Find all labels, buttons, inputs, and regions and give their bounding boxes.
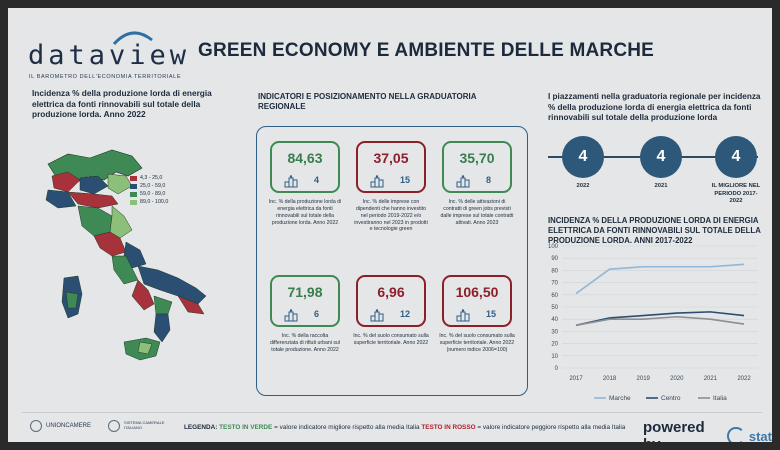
indicator-tile: 84,63 4 Inc. % della produzione lorda di e…	[267, 141, 343, 226]
logo-arc-icon	[112, 31, 153, 46]
powered-by: powered by stat	[643, 419, 772, 442]
chart-x-tick-label: 2017	[569, 376, 583, 382]
indicator-description: Inc. % delle imprese con dipendenti che …	[354, 199, 428, 233]
chart-title: INCIDENZA % DELLA PRODUZIONE LORDA DI EN…	[548, 216, 761, 246]
indicator-rank: 6	[314, 309, 320, 319]
chart-legend-label: Italia	[713, 395, 727, 402]
indicator-rank: 8	[486, 175, 492, 185]
map-legend: 4,3 - 25,0 25,0 - 59,0 59,0 - 89,0 89,0 …	[130, 174, 168, 206]
chart-y-tick-label: 80	[551, 268, 558, 274]
podium-icon	[456, 175, 470, 188]
chart-y-tick-label: 50	[551, 305, 558, 311]
unioncamere-logo: UNIONCAMERE	[30, 420, 91, 432]
chart-x-tick-label: 2021	[704, 376, 718, 382]
indicator-description: Inc. % della produzione lorda di energia…	[268, 199, 342, 226]
indicator-tile: 6,96 12 Inc. % del suolo consumato sulla s…	[353, 275, 429, 347]
rank-circle-best: 4	[715, 136, 757, 178]
istat-logo-icon	[727, 427, 745, 442]
indicator-value: 35,70	[459, 150, 495, 166]
camere-icon	[108, 420, 120, 432]
indicators-title: INDICATORI E POSIZIONAMENTO NELLA GRADUA…	[258, 92, 477, 112]
indicators-panel: 84,63 4 Inc. % della produzione lorda di e…	[256, 126, 528, 396]
chart-legend-label: Centro	[661, 395, 681, 402]
indicator-rank: 15	[400, 175, 411, 185]
chart-y-tick-label: 10	[551, 354, 558, 360]
indicator-rank: 4	[314, 175, 320, 185]
podium-icon	[284, 175, 298, 188]
indicator-description: Inc. % del suolo consumato sulla superfi…	[353, 333, 429, 346]
chart-y-tick-label: 0	[555, 366, 559, 372]
indicator-description: Inc. % delle attivazioni di contratti di…	[440, 199, 514, 226]
indicator-tile: 71,98 6 Inc. % della raccolta differenziat…	[267, 275, 343, 354]
indicator-rank: 15	[486, 309, 497, 319]
indicator-tile: 37,05 15 Inc. % delle imprese con dipenden…	[353, 141, 429, 233]
indicator-card: 37,05 15	[356, 141, 426, 193]
indicator-card: 106,50 15	[442, 275, 512, 327]
podium-icon	[370, 175, 384, 188]
chart-legend-label: Marche	[609, 395, 631, 402]
map-legend-item: 25,0 - 59,0	[130, 182, 168, 190]
chart-y-tick-label: 60	[551, 293, 558, 299]
sistema-camerale-logo: SISTEMA CAMERALE ITALIANO	[108, 420, 172, 432]
indicator-value: 106,50	[455, 284, 499, 300]
chart-y-tick-label: 20	[551, 342, 558, 348]
indicator-rank: 12	[400, 309, 411, 319]
chart-x-tick-label: 2020	[670, 376, 684, 382]
chart-y-tick-label: 90	[551, 256, 558, 262]
chart-series-line-marche	[575, 263, 745, 295]
indicator-card: 6,96 12	[356, 275, 426, 327]
rank-label-best: IL MIGLIORE NEL PERIODO 2017-2022	[711, 183, 761, 205]
chart-y-tick-label: 100	[548, 244, 559, 250]
logo-wordmark: dataview	[28, 40, 191, 71]
indicator-description: Inc. % della raccolta differenziata di r…	[270, 333, 340, 353]
indicator-value: 37,05	[373, 150, 409, 166]
chart-y-tick-label: 40	[551, 317, 558, 323]
footer-legend: LEGENDA: TESTO IN VERDE = valore indicat…	[184, 424, 626, 431]
infographic-frame: dataview IL BAROMETRO DELL'ECONOMIA TERR…	[8, 8, 772, 442]
indicator-value: 84,63	[287, 150, 323, 166]
chart-x-tick-label: 2018	[603, 376, 617, 382]
chart-x-tick-label: 2019	[637, 376, 651, 382]
map-legend-item: 4,3 - 25,0	[130, 174, 168, 182]
map-title: Incidenza % della produzione lorda di en…	[32, 88, 212, 120]
indicator-value: 71,98	[287, 284, 323, 300]
rank-circle-2022: 4	[562, 136, 604, 178]
chart-series-line-centro	[575, 311, 745, 327]
line-chart: 0 10 20 30 40 50 60 70 80 90 100 2017 2018 2019 2020 20…	[548, 244, 758, 402]
italy-map	[45, 149, 207, 361]
indicator-description: Inc. % del suolo consumato sulla superfi…	[439, 333, 515, 353]
podium-icon	[370, 309, 384, 322]
podium-icon	[284, 309, 298, 322]
footer-divider	[22, 412, 762, 413]
map-legend-item: 59,0 - 89,0	[130, 190, 168, 198]
indicator-card: 84,63 4	[270, 141, 340, 193]
indicator-tile: 35,70 8 Inc. % delle attivazioni di contra…	[439, 141, 515, 226]
indicator-value: 6,96	[377, 284, 405, 300]
indicator-tile: 106,50 15 Inc. % del suolo consumato sulla…	[439, 275, 515, 354]
podium-icon	[456, 309, 470, 322]
page-title: GREEN ECONOMY E AMBIENTE DELLE MARCHE	[198, 40, 655, 61]
ranking-title: I piazzamenti nella graduatoria regional…	[548, 92, 761, 123]
dataview-logo: dataview IL BAROMETRO DELL'ECONOMIA TERR…	[26, 26, 196, 86]
chart-series-line-italia	[575, 315, 745, 327]
chart-x-tick-label: 2022	[737, 376, 751, 382]
rank-label-2022: 2022	[576, 183, 590, 189]
indicator-card: 71,98 6	[270, 275, 340, 327]
indicator-card: 35,70 8	[442, 141, 512, 193]
rank-label-2021: 2021	[654, 183, 668, 189]
map-legend-item: 89,0 - 100,0	[130, 198, 168, 206]
chart-y-tick-label: 30	[551, 329, 558, 335]
logo-subtitle: IL BAROMETRO DELL'ECONOMIA TERRITORIALE	[29, 74, 182, 80]
chart-y-tick-label: 70	[551, 281, 558, 287]
rank-circle-2021: 4	[640, 136, 682, 178]
unioncamere-icon	[30, 420, 42, 432]
